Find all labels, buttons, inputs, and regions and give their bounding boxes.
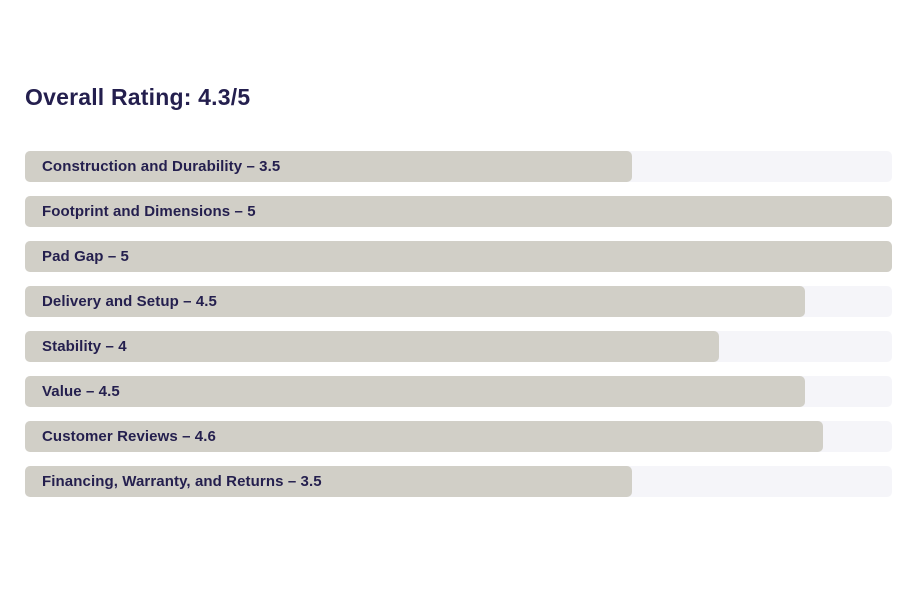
rating-bar-track: Stability – 4 [25, 331, 892, 362]
page-title: Overall Rating: 4.3/5 [25, 84, 251, 110]
rating-bar-label: Footprint and Dimensions – 5 [42, 203, 256, 220]
rating-bar-track: Pad Gap – 5 [25, 241, 892, 272]
rating-bar-track: Delivery and Setup – 4.5 [25, 286, 892, 317]
rating-bar-fill [25, 376, 806, 407]
rating-bar-fill [25, 421, 823, 452]
rating-bar-fill [25, 466, 632, 497]
rating-bar-fill [25, 241, 892, 272]
rating-bar-track: Value – 4.5 [25, 376, 892, 407]
rating-bar-track: Footprint and Dimensions – 5 [25, 196, 892, 227]
rating-bar-track: Customer Reviews – 4.6 [25, 421, 892, 452]
rating-chart: Overall Rating: 4.3/5 Construction and D… [25, 84, 892, 497]
rating-bar-label: Pad Gap – 5 [42, 248, 129, 265]
rating-bar-label: Customer Reviews – 4.6 [42, 428, 216, 445]
rating-bar-track: Construction and Durability – 3.5 [25, 151, 892, 182]
rating-bar-label: Construction and Durability – 3.5 [42, 158, 281, 175]
rating-bar-label: Delivery and Setup – 4.5 [42, 293, 217, 310]
rating-bar-fill [25, 286, 806, 317]
rating-bar-label: Value – 4.5 [42, 383, 120, 400]
rating-bar-fill [25, 196, 892, 227]
rating-bar-label: Stability – 4 [42, 338, 127, 355]
rating-bar-fill [25, 331, 719, 362]
rating-bar-track: Financing, Warranty, and Returns – 3.5 [25, 466, 892, 497]
rating-bar-label: Financing, Warranty, and Returns – 3.5 [42, 473, 322, 490]
rating-bar-fill [25, 151, 632, 182]
rating-bars: Construction and Durability – 3.5 Footpr… [25, 151, 892, 497]
